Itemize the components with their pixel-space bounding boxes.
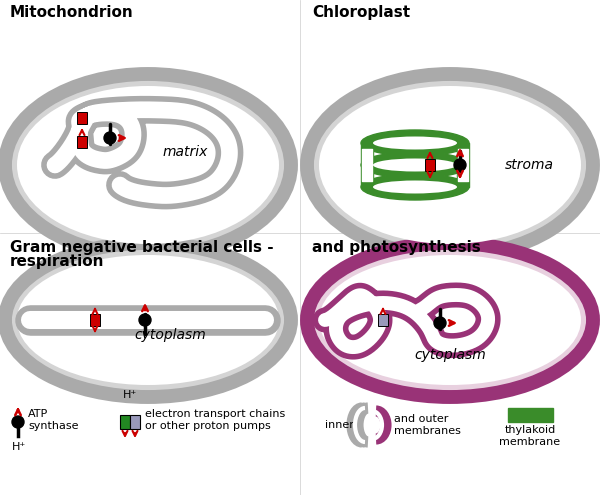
- Text: H⁺: H⁺: [12, 442, 26, 452]
- Ellipse shape: [5, 243, 291, 397]
- Ellipse shape: [307, 74, 593, 256]
- Text: Mitochondrion: Mitochondrion: [10, 5, 134, 20]
- Circle shape: [454, 159, 466, 171]
- Text: inner: inner: [325, 420, 354, 430]
- Text: matrix: matrix: [163, 145, 208, 159]
- Ellipse shape: [319, 86, 581, 244]
- Bar: [120, 415, 130, 429]
- Circle shape: [12, 416, 24, 428]
- Ellipse shape: [361, 152, 469, 178]
- Ellipse shape: [5, 74, 291, 256]
- Text: electron transport chains
or other proton pumps: electron transport chains or other proto…: [145, 409, 285, 431]
- Bar: [425, 159, 435, 171]
- Text: stroma: stroma: [505, 158, 554, 172]
- Ellipse shape: [373, 181, 457, 194]
- Text: ATP
synthase: ATP synthase: [28, 409, 79, 431]
- Ellipse shape: [17, 86, 279, 244]
- Text: cytoplasm: cytoplasm: [414, 348, 486, 362]
- Text: and outer
membranes: and outer membranes: [394, 414, 461, 436]
- Text: Gram negative bacterial cells -: Gram negative bacterial cells -: [10, 240, 274, 255]
- Ellipse shape: [373, 158, 457, 171]
- Text: respiration: respiration: [10, 254, 104, 269]
- Ellipse shape: [361, 174, 469, 200]
- Text: Chloroplast: Chloroplast: [312, 5, 410, 20]
- Text: and photosynthesis: and photosynthesis: [312, 240, 481, 255]
- Bar: [508, 408, 553, 422]
- Circle shape: [434, 317, 446, 329]
- Bar: [378, 314, 388, 326]
- Ellipse shape: [307, 243, 593, 397]
- Bar: [77, 112, 87, 124]
- Text: cytoplasm: cytoplasm: [134, 328, 206, 342]
- Bar: [77, 136, 87, 148]
- Bar: [90, 314, 100, 326]
- Circle shape: [139, 314, 151, 326]
- Ellipse shape: [361, 130, 469, 156]
- Bar: [130, 415, 140, 429]
- Ellipse shape: [373, 137, 457, 149]
- Circle shape: [104, 132, 116, 144]
- Text: thylakoid
membrane: thylakoid membrane: [499, 425, 560, 446]
- Text: H⁺: H⁺: [123, 390, 137, 400]
- Ellipse shape: [17, 255, 279, 385]
- Ellipse shape: [319, 255, 581, 385]
